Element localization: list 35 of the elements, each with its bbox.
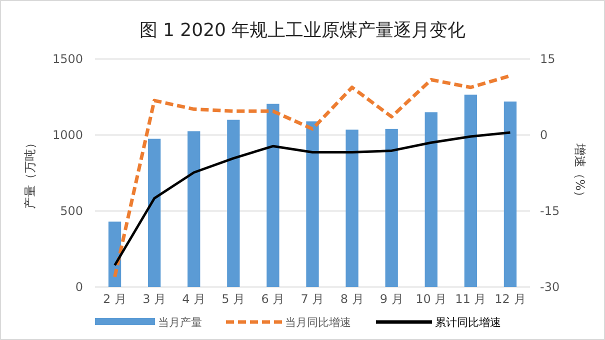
bar: [227, 120, 240, 287]
y-tick-label: 0: [75, 280, 83, 294]
bar: [464, 94, 478, 287]
bar: [148, 138, 161, 287]
y2-tick-label: -30: [540, 280, 560, 294]
legend-label: 当月同比增速: [285, 316, 351, 329]
bar: [306, 121, 319, 287]
x-tick-label: 7 月: [300, 292, 324, 306]
y2-tick-label: -15: [540, 204, 560, 218]
y2-axis-title: 增速（%）: [573, 142, 587, 203]
y-tick-label: 1000: [52, 128, 83, 142]
y-axis-title: 产量（万吨）: [23, 137, 37, 209]
x-tick-label: 2 月: [103, 292, 126, 306]
y-tick-label: 500: [60, 204, 83, 218]
x-tick-label: 12 月: [494, 292, 526, 306]
bar: [504, 102, 517, 287]
bar: [266, 104, 280, 287]
bar: [385, 128, 398, 287]
chart-title: 图 1 2020 年规上工业原煤产量逐月变化: [139, 20, 466, 41]
bar: [346, 130, 358, 287]
x-tick-label: 9 月: [380, 292, 404, 306]
x-tick-label: 11 月: [455, 292, 486, 306]
bar: [188, 131, 200, 287]
x-tick-label: 4 月: [182, 292, 206, 306]
text: 当月产量: [158, 316, 202, 329]
x-tick-label: 10 月: [416, 292, 447, 306]
y2-tick-label: 15: [540, 52, 556, 66]
x-tick-label: 3 月: [142, 292, 166, 306]
x-tick-label: 5 月: [222, 292, 246, 306]
bar: [424, 112, 438, 287]
y2-tick-label: 0: [540, 128, 548, 142]
x-tick-label: 8 月: [340, 292, 364, 306]
x-tick-label: 6 月: [261, 292, 285, 306]
text: 累计同比增速: [435, 316, 501, 329]
y-tick-label: 1500: [52, 52, 83, 66]
